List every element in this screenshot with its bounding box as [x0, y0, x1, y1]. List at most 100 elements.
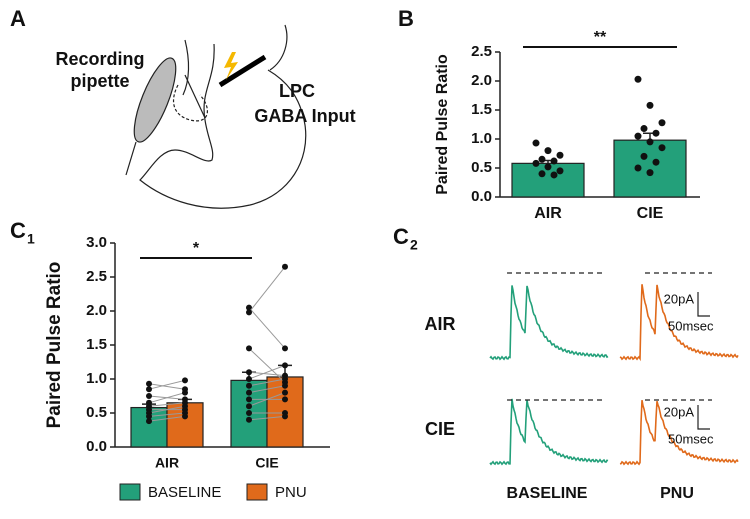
data-point	[634, 164, 642, 172]
pipette-label: pipette	[70, 71, 129, 91]
data-point	[640, 152, 648, 160]
data-point	[646, 138, 654, 146]
panel-a	[125, 24, 307, 209]
data-point	[282, 382, 288, 389]
data-point	[146, 380, 152, 387]
data-point	[556, 167, 564, 175]
data-point	[658, 144, 666, 152]
data-point	[652, 129, 660, 137]
y-tick-label: 1.5	[86, 336, 107, 353]
panel-sublabel: 2	[410, 237, 418, 253]
x-tick-label: CIE	[637, 205, 664, 222]
x-tick-label: AIR	[534, 205, 562, 222]
legend-label: BASELINE	[148, 484, 221, 501]
data-point	[246, 304, 252, 311]
data-point	[182, 403, 188, 410]
data-point	[282, 376, 288, 382]
significance-label: **	[594, 29, 607, 46]
y-axis-label: Paired Pulse Ratio	[44, 262, 65, 429]
data-point	[282, 413, 288, 420]
data-point	[658, 119, 666, 127]
data-point	[282, 396, 288, 403]
data-point	[532, 139, 540, 147]
pair-line	[148, 415, 186, 422]
y-tick-label: 0.0	[86, 438, 107, 455]
bar	[511, 162, 585, 198]
y-axis-label: Paired Pulse Ratio	[434, 54, 451, 195]
scale-amplitude: 20pA	[664, 404, 695, 419]
panel-sublabel: 1	[27, 231, 35, 247]
legend-label: PNU	[275, 484, 307, 501]
pair-line	[148, 402, 186, 407]
electrode	[184, 74, 206, 119]
data-point	[646, 101, 654, 109]
y-tick-label: 1.5	[471, 101, 492, 118]
data-point	[246, 403, 252, 410]
data-point	[246, 376, 252, 382]
brain-outline	[182, 39, 190, 96]
row-label: CIE	[425, 419, 455, 439]
data-point	[550, 171, 558, 179]
brain-outline	[139, 43, 307, 209]
y-tick-label: 0.5	[471, 159, 492, 176]
pair-line	[248, 415, 286, 421]
pair-line	[248, 385, 286, 394]
pipette	[133, 57, 177, 143]
stimulating-electrode	[218, 54, 267, 88]
data-point	[182, 377, 188, 384]
data-point	[550, 157, 558, 165]
data-point	[556, 151, 564, 159]
data-point	[246, 309, 252, 316]
current-trace	[619, 399, 739, 466]
pair-line	[148, 405, 186, 414]
data-point	[282, 389, 288, 396]
lightning-icon	[224, 52, 238, 80]
data-point	[246, 382, 252, 389]
pair-line	[148, 392, 186, 404]
data-point	[282, 345, 288, 352]
data-point	[634, 132, 642, 140]
data-point	[282, 362, 288, 369]
data-point	[246, 369, 252, 376]
input-label: LPC	[279, 81, 315, 101]
scale-bar	[697, 292, 710, 317]
pair-line	[248, 307, 286, 349]
current-trace	[619, 284, 739, 362]
significance-label: *	[193, 240, 200, 257]
data-point	[544, 147, 552, 155]
pair-line	[248, 348, 286, 383]
y-tick-label: 1.0	[471, 130, 492, 147]
data-point	[646, 169, 654, 177]
data-point	[544, 163, 552, 171]
pair-line	[248, 378, 286, 387]
legend-swatch	[246, 483, 268, 501]
y-tick-label: 2.5	[471, 43, 492, 60]
panel-label: A	[10, 6, 26, 31]
pair-line	[248, 266, 286, 313]
data-point	[538, 155, 546, 163]
scale-amplitude: 20pA	[664, 291, 695, 306]
pipette-tip	[125, 141, 137, 176]
data-point	[640, 125, 648, 133]
pipette-label: Recording	[55, 49, 144, 69]
brain-outline	[269, 24, 288, 71]
input-label: GABA Input	[254, 106, 355, 126]
bar	[613, 139, 687, 198]
panel-label: C	[10, 218, 26, 243]
data-point	[246, 410, 252, 416]
data-point	[282, 263, 288, 270]
scale-time: 50msec	[668, 318, 714, 333]
column-label: PNU	[660, 485, 694, 502]
pair-line	[248, 371, 286, 377]
y-tick-label: 2.5	[86, 268, 107, 285]
data-point	[652, 158, 660, 166]
data-point	[146, 393, 152, 399]
y-tick-label: 0.5	[86, 404, 107, 421]
data-point	[246, 416, 252, 423]
panel-label: B	[398, 6, 414, 31]
current-trace	[489, 398, 609, 466]
data-point	[538, 170, 546, 178]
panel-label: C	[393, 224, 409, 249]
data-point	[182, 389, 188, 396]
